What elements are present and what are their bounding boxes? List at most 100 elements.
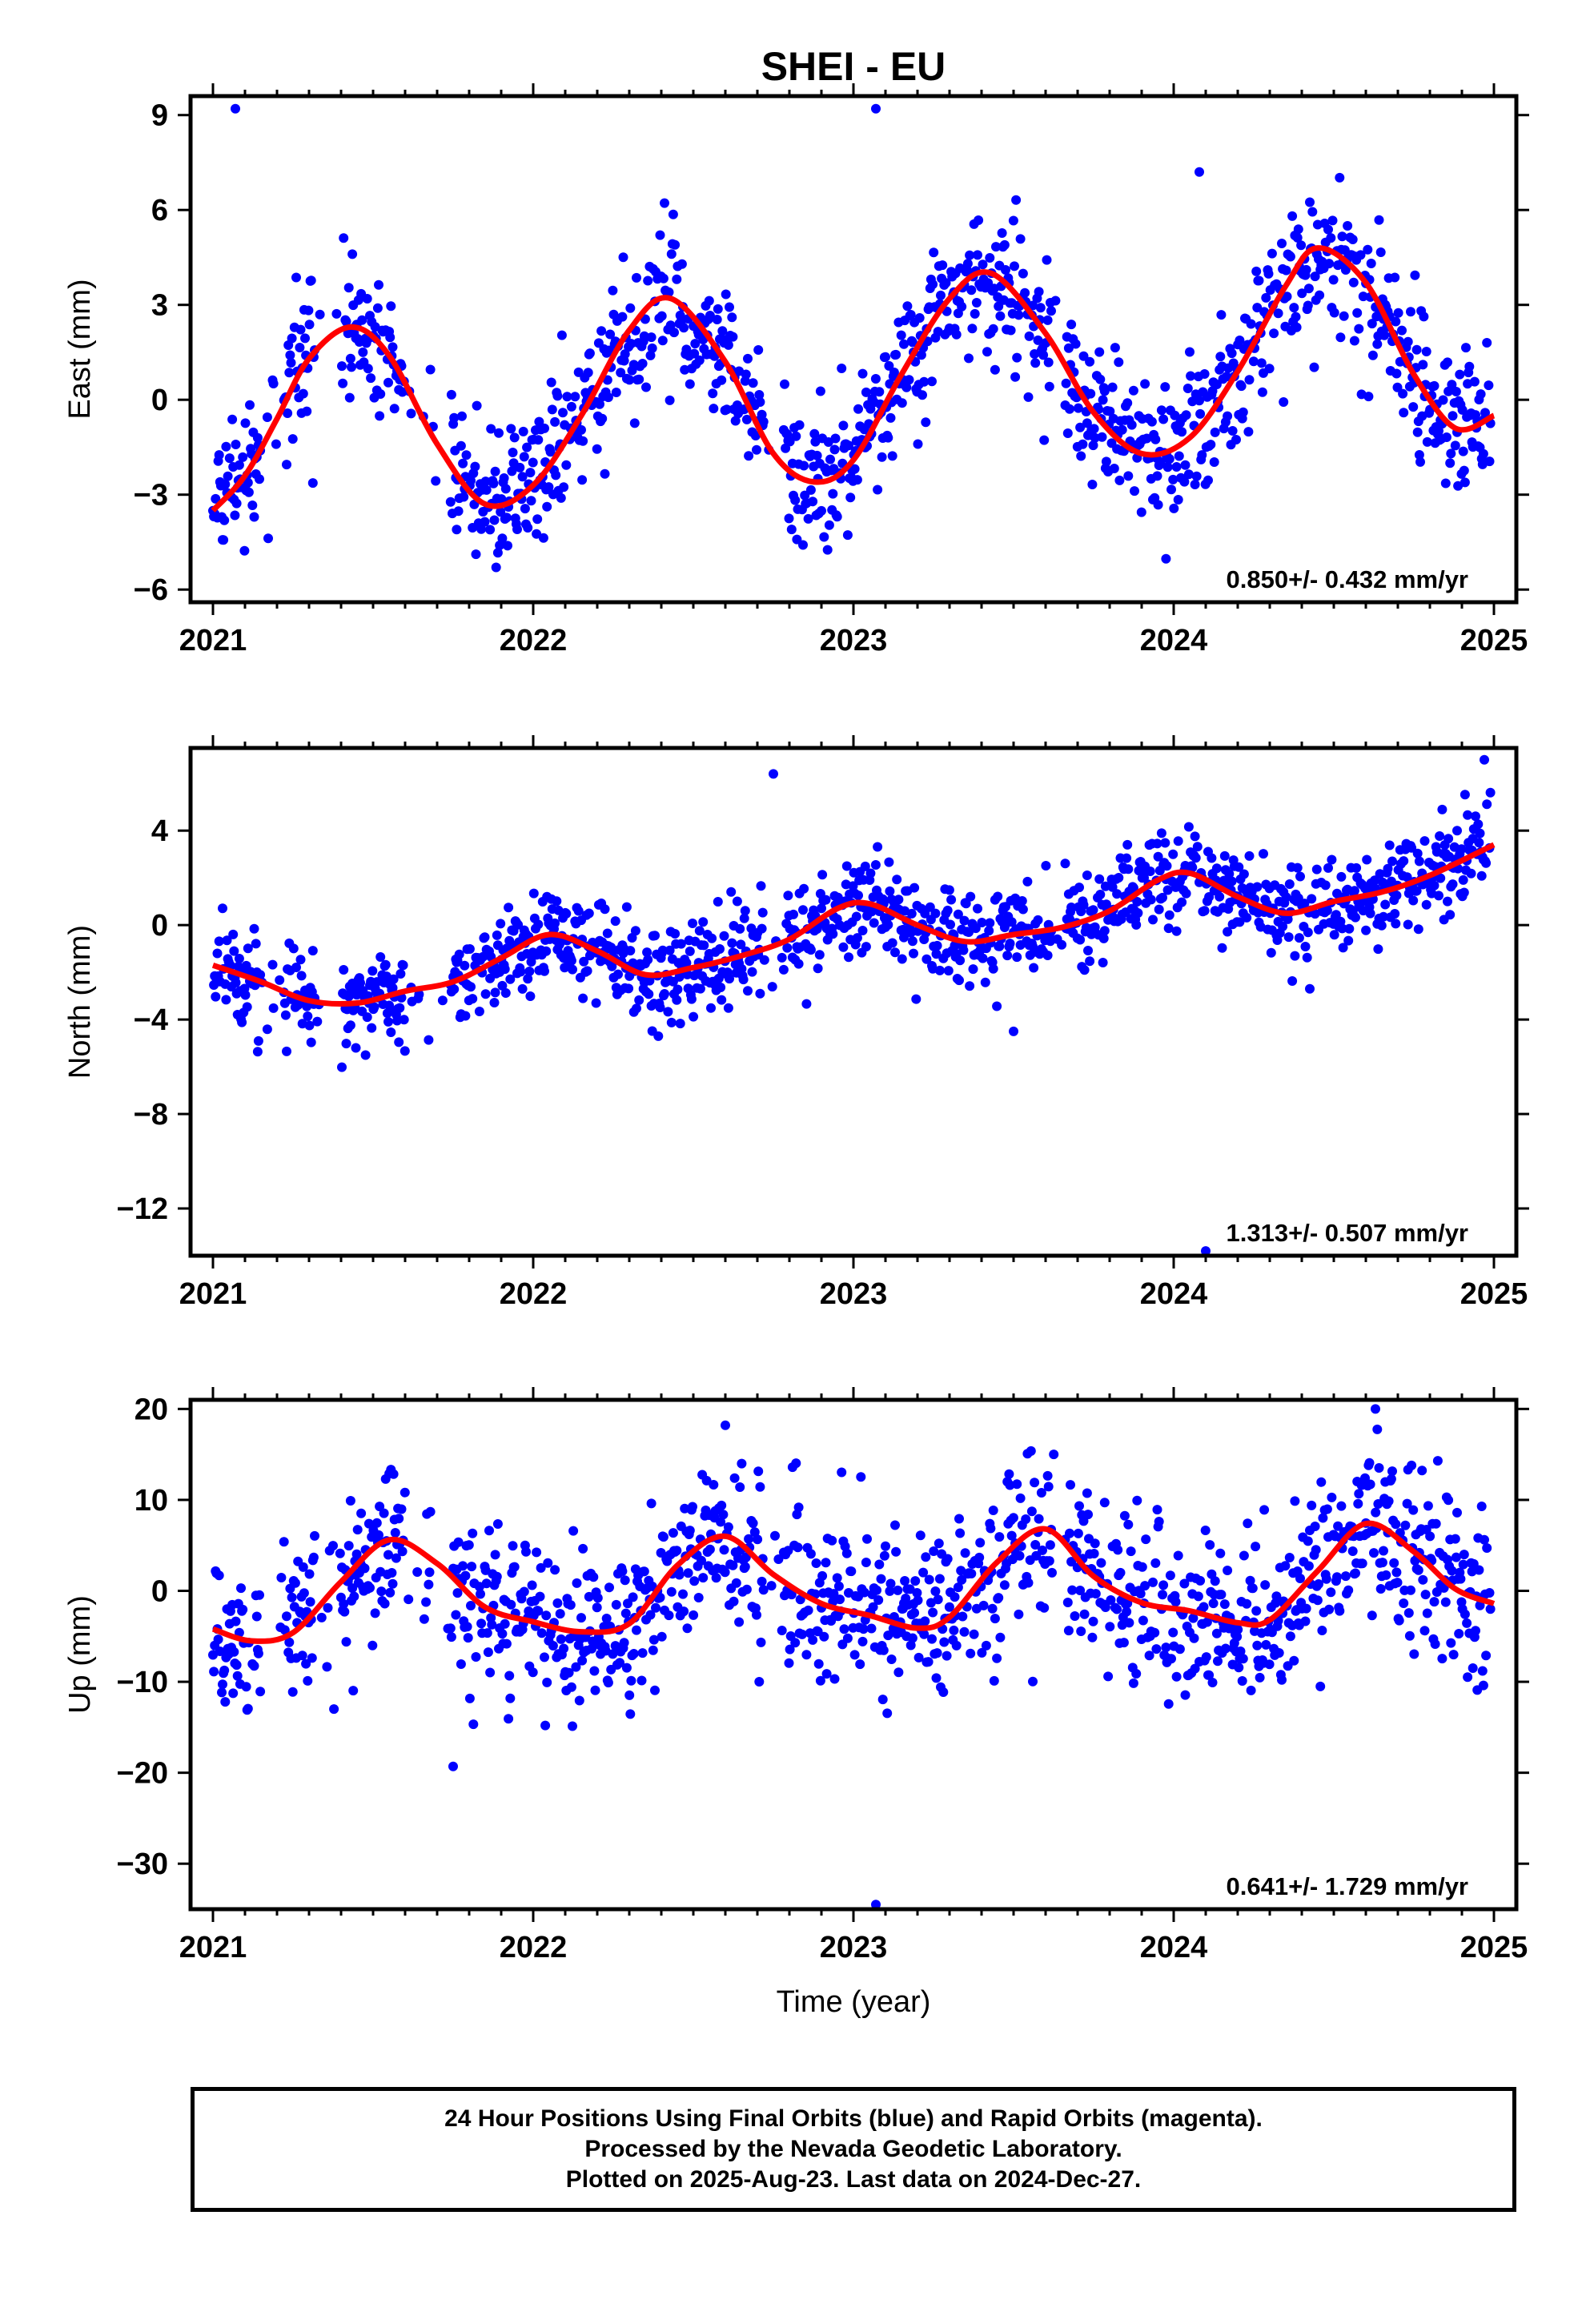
data-point: [817, 870, 828, 880]
data-point: [907, 1633, 917, 1643]
data-point: [877, 1695, 888, 1705]
data-point: [231, 498, 242, 509]
data-point: [919, 1629, 930, 1639]
data-point: [1075, 1586, 1086, 1595]
data-point: [625, 1709, 636, 1719]
data-point: [468, 1719, 479, 1730]
data-point: [853, 404, 863, 414]
data-point: [1370, 875, 1380, 886]
data-point: [1303, 300, 1313, 311]
data-point: [962, 259, 973, 269]
data-point: [885, 886, 895, 896]
data-point: [833, 1581, 844, 1591]
data-point: [296, 971, 307, 981]
data-point: [1406, 1585, 1415, 1595]
data-point: [1099, 1498, 1110, 1508]
x-tick-label: 2025: [1460, 624, 1528, 657]
data-point: [835, 1594, 845, 1605]
data-point: [370, 1608, 380, 1618]
data-point: [1070, 339, 1081, 349]
data-point: [1391, 316, 1401, 327]
data-point: [255, 1590, 264, 1600]
data-point: [604, 1582, 614, 1593]
data-point: [351, 1549, 362, 1559]
data-point: [1363, 392, 1374, 402]
data-point: [591, 998, 601, 1008]
data-point: [230, 510, 240, 521]
data-point: [747, 967, 757, 977]
data-point: [1429, 380, 1439, 391]
data-point: [721, 404, 732, 415]
data-point: [1451, 1552, 1461, 1562]
data-point: [525, 991, 536, 1001]
data-point: [732, 896, 742, 907]
data-point: [1158, 1580, 1169, 1590]
data-point: [1207, 853, 1217, 863]
data-point: [587, 1643, 597, 1654]
data-point: [506, 424, 516, 434]
data-point: [1484, 380, 1494, 391]
data-point: [1162, 861, 1172, 871]
data-point: [970, 923, 981, 934]
data-point: [234, 954, 244, 963]
data-layer: [209, 754, 1496, 1256]
data-point: [872, 1585, 881, 1595]
data-point: [808, 1634, 818, 1645]
data-point: [1042, 315, 1053, 325]
fit-line: [211, 245, 1496, 513]
data-point: [1131, 919, 1142, 930]
data-point: [1074, 1501, 1084, 1511]
data-point: [679, 1606, 689, 1617]
data-point: [1252, 1640, 1263, 1651]
data-point: [919, 376, 930, 387]
data-point: [1285, 1631, 1295, 1642]
data-point: [300, 333, 310, 344]
data-point: [1391, 1519, 1401, 1530]
x-tick-label: 2021: [179, 624, 247, 657]
y-tick-label: −20: [117, 1757, 168, 1791]
data-point: [848, 881, 858, 891]
data-point: [1481, 1651, 1492, 1661]
data-point: [1452, 826, 1462, 836]
data-point: [1251, 1542, 1261, 1552]
data-point: [1303, 283, 1314, 294]
data-point: [798, 540, 808, 550]
data-point: [1044, 1556, 1054, 1566]
data-point: [480, 476, 491, 487]
data-point: [658, 273, 669, 283]
data-point: [639, 1566, 649, 1577]
data-point: [1190, 1663, 1200, 1674]
data-point: [382, 1008, 392, 1019]
data-point: [524, 967, 535, 976]
data-point: [464, 944, 475, 954]
data-point: [552, 391, 563, 401]
data-point: [508, 1541, 518, 1551]
data-point: [897, 954, 907, 964]
data-point: [1087, 480, 1098, 489]
data-point: [1420, 1590, 1431, 1600]
data-point: [1162, 462, 1173, 472]
data-point: [464, 1693, 475, 1703]
data-point: [1073, 403, 1083, 413]
data-point: [789, 909, 798, 919]
data-point: [341, 1637, 351, 1647]
data-point: [1305, 983, 1315, 994]
data-point: [424, 1579, 434, 1590]
data-point: [1456, 1574, 1466, 1584]
data-point: [718, 1510, 729, 1520]
data-point: [668, 209, 678, 219]
data-point: [1354, 324, 1364, 334]
data-point: [352, 1525, 363, 1535]
data-point: [927, 376, 937, 387]
data-point: [1038, 1545, 1047, 1555]
data-point: [644, 989, 654, 999]
data-point: [1478, 448, 1488, 459]
data-point: [672, 274, 682, 284]
data-point: [1476, 1502, 1487, 1511]
data-point: [893, 1667, 904, 1678]
data-point: [1471, 811, 1480, 822]
data-point: [1146, 416, 1157, 427]
data-point: [749, 1527, 760, 1538]
data-point: [1132, 897, 1142, 907]
data-point: [1186, 371, 1196, 381]
